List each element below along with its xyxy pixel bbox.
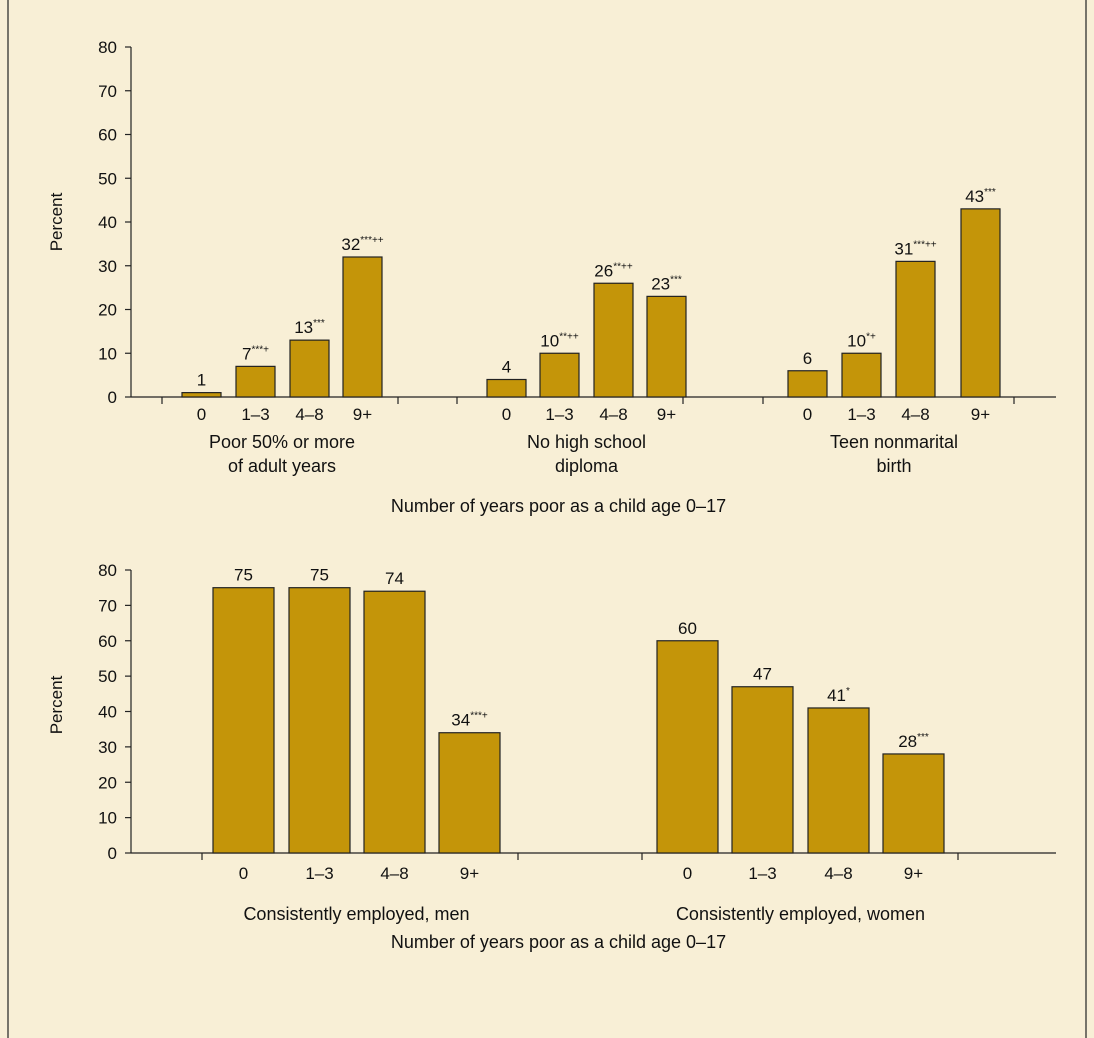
p1-category-label: 1–3 [847, 405, 875, 424]
p1-bar-g3-2 [841, 352, 882, 398]
p1-value-label: 32***++ [341, 235, 383, 254]
p1-value-label: 10*+ [847, 331, 876, 350]
p2-x-axis-label: Number of years poor as a child age 0–17 [391, 932, 726, 952]
p1-value-label: 10**++ [540, 331, 579, 350]
p1-bar-g1-1 [181, 392, 222, 398]
p2-bar-g2-1 [656, 640, 719, 854]
p2-y-tick-label: 50 [98, 667, 117, 686]
p2-bar-g1-1 [212, 587, 275, 854]
p2-bar-g2-3 [807, 707, 870, 854]
p1-bar-g1-2 [235, 365, 276, 398]
p1-bar-g3-3 [895, 260, 936, 398]
p1-category-label: 9+ [657, 405, 676, 424]
p1-value-label: 43*** [965, 187, 996, 206]
p2-bar-g1-4 [438, 732, 501, 854]
p1-category-label: 4–8 [901, 405, 929, 424]
p1-category-label: 1–3 [545, 405, 573, 424]
p1-value-label: 7***+ [242, 344, 269, 363]
p2-value-label: 28*** [898, 732, 929, 751]
p1-y-tick-label: 10 [98, 344, 117, 363]
p2-y-tick-label: 60 [98, 632, 117, 651]
p2-value-label: 47 [753, 665, 772, 684]
p2-y-tick-label: 80 [98, 561, 117, 580]
p2-y-tick-label: 0 [108, 844, 117, 863]
p2-value-label: 75 [310, 566, 329, 585]
p1-y-tick-label: 60 [98, 126, 117, 145]
p1-x-axis-label: Number of years poor as a child age 0–17 [391, 496, 726, 516]
p1-category-label: 0 [803, 405, 812, 424]
p1-y-tick-label: 20 [98, 301, 117, 320]
p1-value-label: 1 [197, 371, 206, 390]
p1-category-label: 9+ [971, 405, 990, 424]
p1-bar-g3-4 [960, 208, 1001, 398]
p1-value-label: 13*** [294, 318, 325, 337]
p1-bar-g2-3 [593, 282, 634, 398]
p2-category-label: 1–3 [748, 864, 776, 883]
p2-group-label: Consistently employed, men [243, 904, 469, 924]
p1-category-label: 4–8 [295, 405, 323, 424]
p2-y-tick-label: 30 [98, 738, 117, 757]
p1-category-label: 1–3 [241, 405, 269, 424]
p2-bar-g2-4 [882, 753, 945, 854]
p1-group-label: Teen nonmarital [830, 432, 958, 452]
p2-value-label: 60 [678, 619, 697, 638]
p1-group-label: No high school [527, 432, 646, 452]
p1-bar-g3-1 [787, 370, 828, 398]
p2-value-label: 41* [827, 686, 850, 705]
p2-y-tick-label: 20 [98, 773, 117, 792]
chart-panel-bottom: 0 10 20 30 40 50 60 70 80 Percent 75 0 75 1–3 74 4–8 34*… [47, 561, 1056, 952]
p1-group-label: birth [876, 456, 911, 476]
p2-category-label: 1–3 [305, 864, 333, 883]
p1-group-label: of adult years [228, 456, 336, 476]
p2-category-label: 9+ [460, 864, 479, 883]
p2-bar-g1-3 [363, 590, 426, 854]
p1-group-label: diploma [555, 456, 619, 476]
p2-category-label: 4–8 [824, 864, 852, 883]
p1-value-label: 26**++ [594, 261, 633, 280]
p2-category-label: 0 [239, 864, 248, 883]
p1-bar-g1-3 [289, 339, 330, 398]
p2-category-label: 4–8 [380, 864, 408, 883]
p2-category-label: 0 [683, 864, 692, 883]
p1-y-axis-label: Percent [47, 192, 66, 251]
p1-value-label: 4 [502, 358, 511, 377]
p1-category-label: 4–8 [599, 405, 627, 424]
p2-value-label: 74 [385, 569, 404, 588]
p1-group-label: Poor 50% or more [209, 432, 355, 452]
p2-y-axis-label: Percent [47, 675, 66, 734]
p2-y-tick-label: 40 [98, 703, 117, 722]
p2-value-label: 75 [234, 566, 253, 585]
p2-y-tick-label: 10 [98, 809, 117, 828]
p1-bar-g2-1 [486, 378, 527, 398]
p2-value-label: 34***+ [451, 711, 488, 730]
p2-category-label: 9+ [904, 864, 923, 883]
p2-group-label: Consistently employed, women [676, 904, 925, 924]
p1-bar-g1-4 [342, 256, 383, 398]
p2-bar-g1-2 [288, 587, 351, 854]
p1-y-tick-label: 0 [108, 388, 117, 407]
p1-category-label: 9+ [353, 405, 372, 424]
p1-category-label: 0 [502, 405, 511, 424]
chart-panel-top: 01020304050607080Percent107***+1–313***4… [47, 38, 1056, 516]
p1-category-label: 0 [197, 405, 206, 424]
p1-bar-g2-2 [539, 352, 580, 398]
p1-value-label: 31***++ [894, 239, 936, 258]
p2-y-tick-label: 70 [98, 596, 117, 615]
p1-y-tick-label: 40 [98, 213, 117, 232]
p1-value-label: 23*** [651, 274, 682, 293]
p1-y-tick-label: 30 [98, 257, 117, 276]
p1-y-tick-label: 50 [98, 169, 117, 188]
p1-y-tick-label: 70 [98, 82, 117, 101]
p1-bar-g2-4 [646, 295, 687, 398]
p1-value-label: 6 [803, 349, 812, 368]
p1-y-tick-label: 80 [98, 38, 117, 57]
p2-bar-g2-2 [731, 686, 794, 854]
